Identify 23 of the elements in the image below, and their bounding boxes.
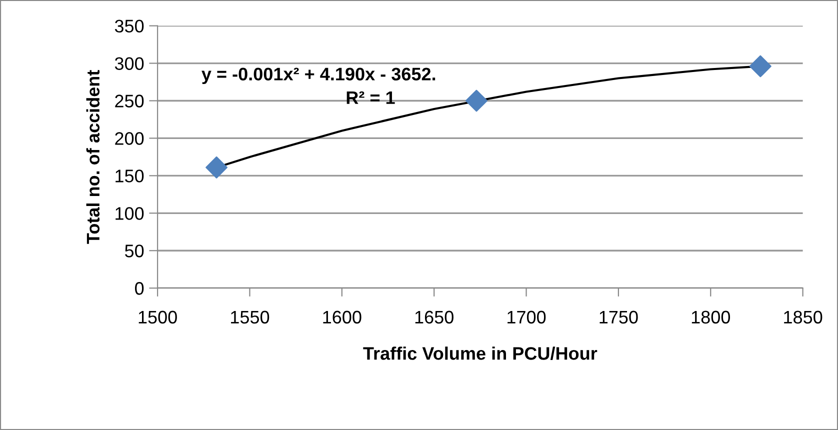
x-tick-label: 1750 [600,310,638,324]
point [465,90,488,112]
y-tick-label: 50 [124,244,144,258]
annotation: y = -0.001x² + 4.190x - 3652. [202,68,436,84]
y-tick-label: 0 [135,282,144,295]
y-tick-label: 200 [115,132,144,145]
y-tick-label: 300 [114,57,144,70]
x-tick-label: 1550 [231,310,270,324]
y-tick-label: 150 [116,170,144,182]
x-tick-label: 1700 [508,310,546,324]
y-tick-label: 100 [116,207,144,220]
y-tick-label: 350 [114,20,144,33]
point [206,156,228,178]
x-tick-label: 1650 [415,310,454,324]
y-tick-label: 250 [115,94,144,108]
x-tick-label: 1850 [784,310,822,324]
x-axis-title: Traffic Volume in PCU/Hour [363,346,598,360]
annotation: R² = 1 [346,91,395,104]
x-tick-label: 1600 [323,310,362,324]
x-tick-label: 1800 [692,310,730,324]
y-axis-title: Total no. of accident [86,70,100,244]
x-tick-label: 1500 [138,310,177,324]
point [749,55,772,78]
